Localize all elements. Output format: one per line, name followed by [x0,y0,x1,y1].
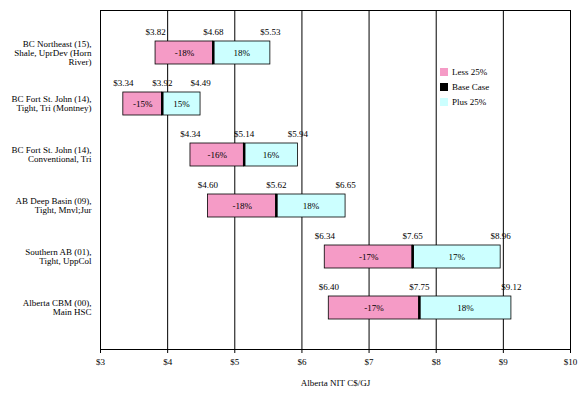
svg-text:$7: $7 [365,357,375,367]
svg-text:$5.62: $5.62 [266,180,286,190]
svg-text:AB Deep Basin (09),Tight, Mnvl: AB Deep Basin (09),Tight, Mnvl;Jur [16,196,92,215]
svg-text:$3.92: $3.92 [152,78,172,88]
svg-text:$4: $4 [163,357,173,367]
svg-text:17%: 17% [448,252,465,262]
html-text:Less 25%: Less 25% [452,66,488,77]
svg-text:$4.34: $4.34 [180,129,201,139]
svg-text:$7.75: $7.75 [409,282,430,292]
svg-text:$3.34: $3.34 [113,78,134,88]
svg-text:-18%: -18% [175,48,195,58]
svg-text:-17%: -17% [359,252,379,262]
svg-text:$8.96: $8.96 [491,231,512,241]
svg-text:18%: 18% [457,303,474,313]
svg-text:$5.53: $5.53 [260,27,281,37]
svg-text:$5.94: $5.94 [288,129,309,139]
svg-text:$5: $5 [230,357,240,367]
svg-text:18%: 18% [234,48,251,58]
svg-text:$7.65: $7.65 [403,231,424,241]
html-text:Plus 25%: Plus 25% [452,96,487,107]
svg-text:$4.49: $4.49 [190,78,211,88]
svg-text:$4.60: $4.60 [198,180,219,190]
svg-text:$6.34: $6.34 [315,231,336,241]
svg-text:-16%: -16% [208,150,228,160]
svg-text:16%: 16% [263,150,280,160]
svg-text:$6.65: $6.65 [335,180,356,190]
svg-text:$8: $8 [432,357,442,367]
svg-text:Alberta CBM (00),Main HSC: Alberta CBM (00),Main HSC [23,298,92,317]
svg-text:Alberta NIT C$/GJ: Alberta NIT C$/GJ [301,378,371,388]
svg-text:$6: $6 [297,357,307,367]
svg-text:-18%: -18% [232,201,252,211]
svg-text:$9: $9 [499,357,509,367]
svg-text:$4.68: $4.68 [203,27,224,37]
svg-text:-15%: -15% [133,99,153,109]
svg-text:15%: 15% [173,99,190,109]
svg-text:$6.40: $6.40 [319,282,340,292]
svg-text:$3: $3 [96,357,106,367]
svg-text:BC Northeast (15),Shale, UprDe: BC Northeast (15),Shale, UprDev (HornRiv… [14,39,92,67]
svg-text:BC Fort St. John (14),Tight, T: BC Fort St. John (14),Tight, Tri (Montne… [11,94,91,113]
svg-text:$10: $10 [564,357,578,367]
svg-text:$9.12: $9.12 [501,282,521,292]
svg-text:Southern AB (01),Tight, UppCol: Southern AB (01),Tight, UppCol [25,247,92,266]
svg-text:BC Fort St. John (14),Conventi: BC Fort St. John (14),Conventional, Tri [11,145,92,164]
svg-text:-17%: -17% [364,303,384,313]
svg-text:$5.14: $5.14 [234,129,255,139]
svg-text:18%: 18% [303,201,320,211]
html-text:Base Case: Base Case [452,81,490,92]
svg-text:$3.82: $3.82 [145,27,165,37]
